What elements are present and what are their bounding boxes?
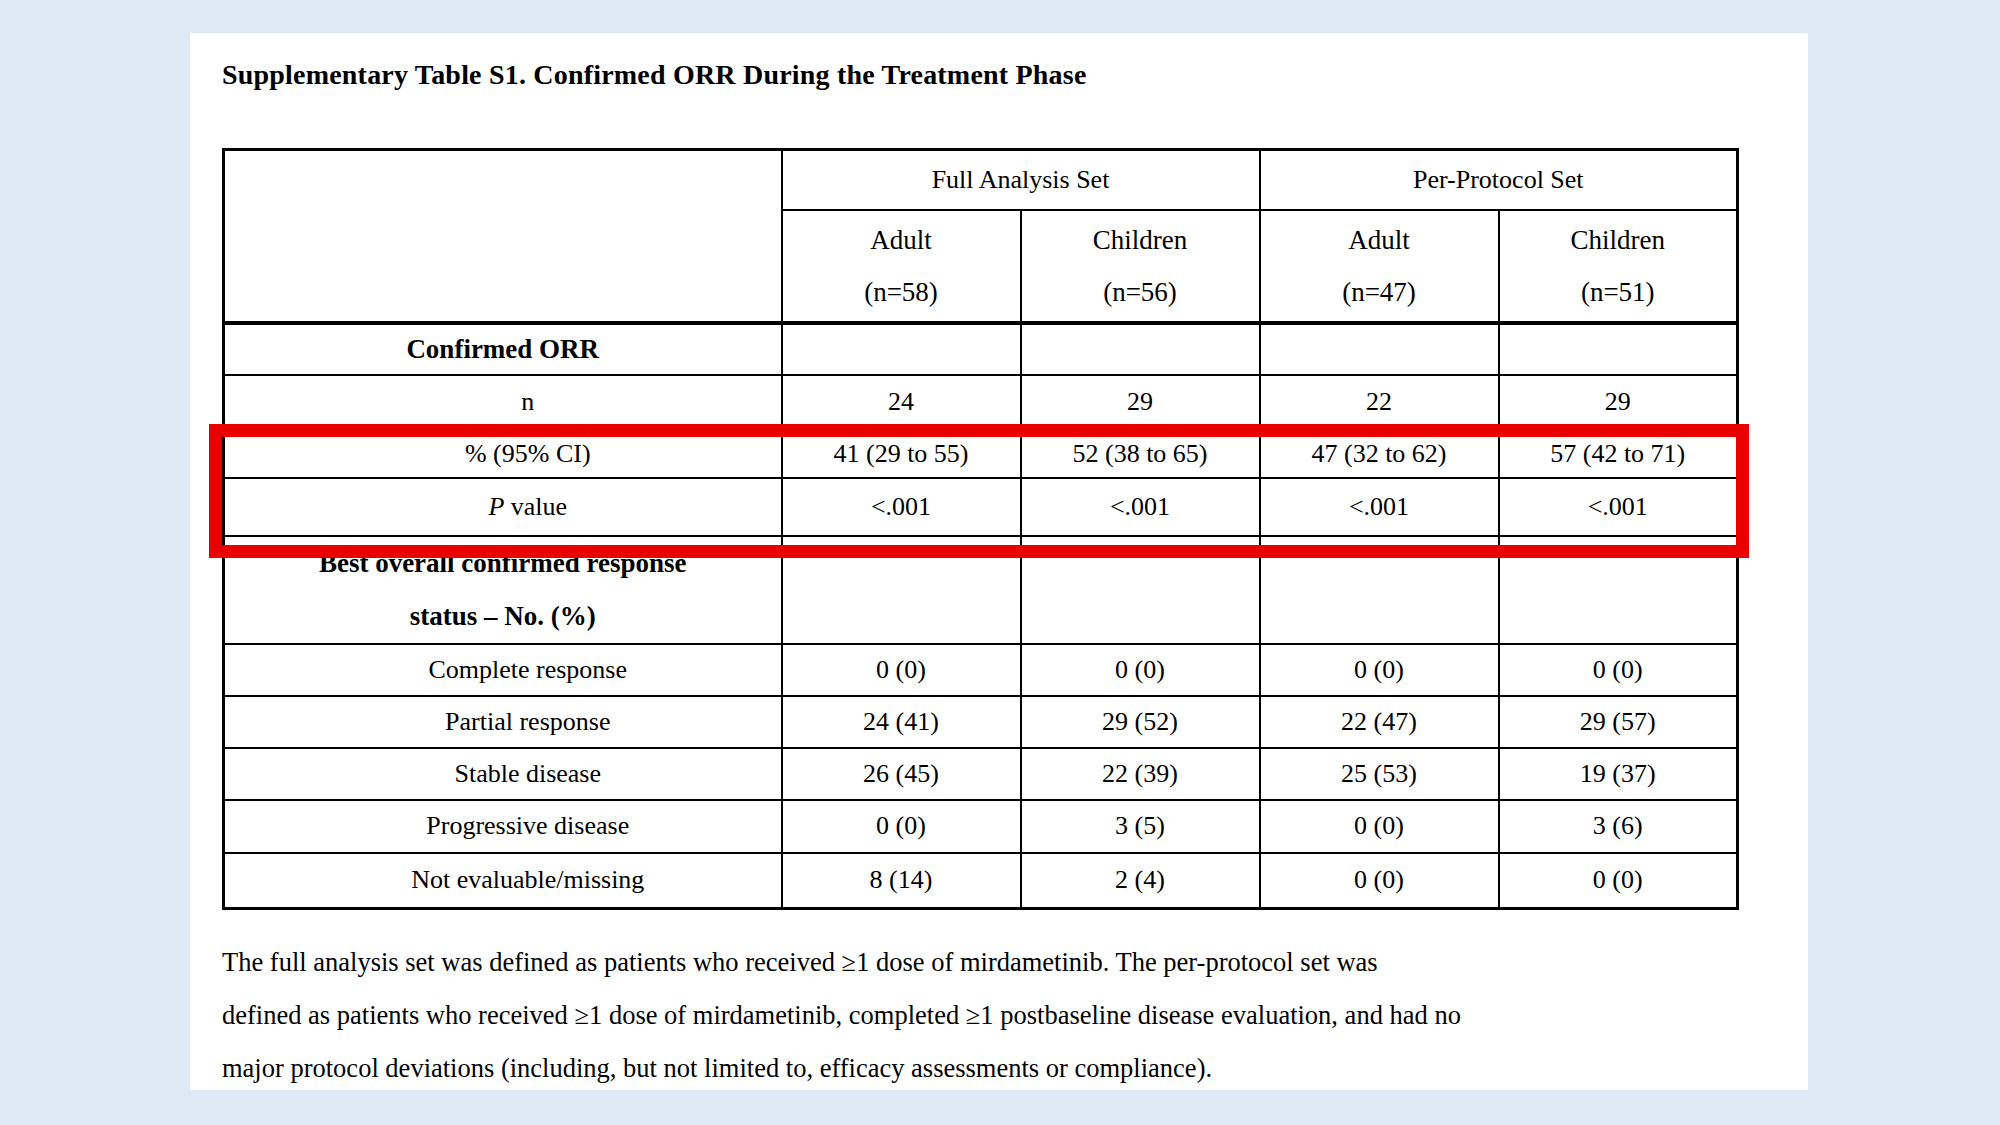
data-cell: 0 (0) — [1021, 644, 1260, 696]
table-row-complete-response: Complete response 0 (0) 0 (0) 0 (0) 0 (0… — [224, 644, 1738, 696]
column-header-fas-children: Children (n=56) — [1021, 210, 1260, 323]
data-cell: 0 (0) — [782, 800, 1021, 853]
table-row-stable-disease: Stable disease 26 (45) 22 (39) 25 (53) 1… — [224, 748, 1738, 800]
row-label: Stable disease — [224, 748, 782, 800]
table-footnote: The full analysis set was defined as pat… — [222, 936, 1762, 1095]
p-rest: value — [504, 492, 567, 521]
column-header-pps-adult: Adult (n=47) — [1260, 210, 1499, 323]
column-label: Children — [1022, 214, 1259, 266]
table-row-not-evaluable-missing: Not evaluable/missing 8 (14) 2 (4) 0 (0)… — [224, 853, 1738, 909]
data-cell: 22 (39) — [1021, 748, 1260, 800]
group-header-per-protocol-set: Per-Protocol Set — [1260, 150, 1738, 210]
row-label: Confirmed ORR — [224, 323, 782, 375]
data-cell — [1499, 536, 1738, 644]
column-header-fas-adult: Adult (n=58) — [782, 210, 1021, 323]
data-cell: <.001 — [1260, 478, 1499, 536]
data-cell — [1021, 323, 1260, 375]
row-label: Progressive disease — [224, 800, 782, 853]
table-group-header-row: Full Analysis Set Per-Protocol Set — [224, 150, 1738, 210]
data-cell: 29 (57) — [1499, 696, 1738, 748]
row-label: n — [224, 375, 782, 430]
data-cell: 26 (45) — [782, 748, 1021, 800]
footnote-line: defined as patients who received ≥1 dose… — [222, 989, 1762, 1042]
row-label: Partial response — [224, 696, 782, 748]
data-cell: 52 (38 to 65) — [1021, 430, 1260, 478]
row-label: P value — [224, 478, 782, 536]
data-cell: 22 (47) — [1260, 696, 1499, 748]
data-cell: 0 (0) — [1499, 644, 1738, 696]
column-label: Children — [1500, 214, 1737, 266]
row-label-line2: status – No. (%) — [225, 590, 781, 643]
data-cell: <.001 — [1021, 478, 1260, 536]
row-label: Best overall confirmed response status –… — [224, 536, 782, 644]
row-label: Complete response — [224, 644, 782, 696]
data-cell: 22 — [1260, 375, 1499, 430]
data-cell — [1260, 536, 1499, 644]
column-label: Adult — [783, 214, 1020, 266]
data-cell: 41 (29 to 55) — [782, 430, 1021, 478]
column-sample-size: (n=47) — [1261, 266, 1498, 318]
group-header-full-analysis-set: Full Analysis Set — [782, 150, 1260, 210]
table-row-progressive-disease: Progressive disease 0 (0) 3 (5) 0 (0) 3 … — [224, 800, 1738, 853]
data-cell: 29 — [1021, 375, 1260, 430]
stub-header-cell — [224, 150, 782, 323]
data-cell: 19 (37) — [1499, 748, 1738, 800]
data-cell: 0 (0) — [1260, 853, 1499, 909]
data-cell: 29 (52) — [1021, 696, 1260, 748]
row-label: Not evaluable/missing — [224, 853, 782, 909]
data-cell: 8 (14) — [782, 853, 1021, 909]
data-cell: 57 (42 to 71) — [1499, 430, 1738, 478]
row-label-line1: Best overall confirmed response — [225, 537, 781, 590]
data-cell: 47 (32 to 62) — [1260, 430, 1499, 478]
table-row-confirmed-orr: Confirmed ORR — [224, 323, 1738, 375]
data-cell: 25 (53) — [1260, 748, 1499, 800]
data-cell: 24 (41) — [782, 696, 1021, 748]
data-cell — [782, 536, 1021, 644]
document-page: Supplementary Table S1. Confirmed ORR Du… — [190, 33, 1808, 1090]
column-sample-size: (n=51) — [1500, 266, 1737, 318]
data-cell — [1021, 536, 1260, 644]
data-cell: 0 (0) — [1260, 800, 1499, 853]
data-cell: <.001 — [1499, 478, 1738, 536]
table-row-best-overall-response: Best overall confirmed response status –… — [224, 536, 1738, 644]
data-cell — [1260, 323, 1499, 375]
table-row-partial-response: Partial response 24 (41) 29 (52) 22 (47)… — [224, 696, 1738, 748]
data-cell — [782, 323, 1021, 375]
data-cell: 24 — [782, 375, 1021, 430]
screenshot-background: { "page": { "title": "Supplementary Tabl… — [0, 0, 2000, 1125]
data-cell: 29 — [1499, 375, 1738, 430]
data-cell: 0 (0) — [1499, 853, 1738, 909]
data-cell: 3 (5) — [1021, 800, 1260, 853]
column-sample-size: (n=58) — [783, 266, 1020, 318]
footnote-line: major protocol deviations (including, bu… — [222, 1042, 1762, 1095]
column-label: Adult — [1261, 214, 1498, 266]
data-cell: 0 (0) — [782, 644, 1021, 696]
data-cell — [1499, 323, 1738, 375]
data-cell: 3 (6) — [1499, 800, 1738, 853]
data-cell: 0 (0) — [1260, 644, 1499, 696]
table-row-p-value: P value <.001 <.001 <.001 <.001 — [224, 478, 1738, 536]
footnote-line: The full analysis set was defined as pat… — [222, 936, 1762, 989]
p-italic: P — [488, 492, 504, 521]
row-label: % (95% CI) — [224, 430, 782, 478]
data-cell: <.001 — [782, 478, 1021, 536]
column-sample-size: (n=56) — [1022, 266, 1259, 318]
table-row-orr-percent-ci: % (95% CI) 41 (29 to 55) 52 (38 to 65) 4… — [224, 430, 1738, 478]
column-header-pps-children: Children (n=51) — [1499, 210, 1738, 323]
table-row-n: n 24 29 22 29 — [224, 375, 1738, 430]
page-title: Supplementary Table S1. Confirmed ORR Du… — [222, 59, 1087, 91]
orr-table: Full Analysis Set Per-Protocol Set Adult… — [222, 148, 1739, 910]
data-cell: 2 (4) — [1021, 853, 1260, 909]
